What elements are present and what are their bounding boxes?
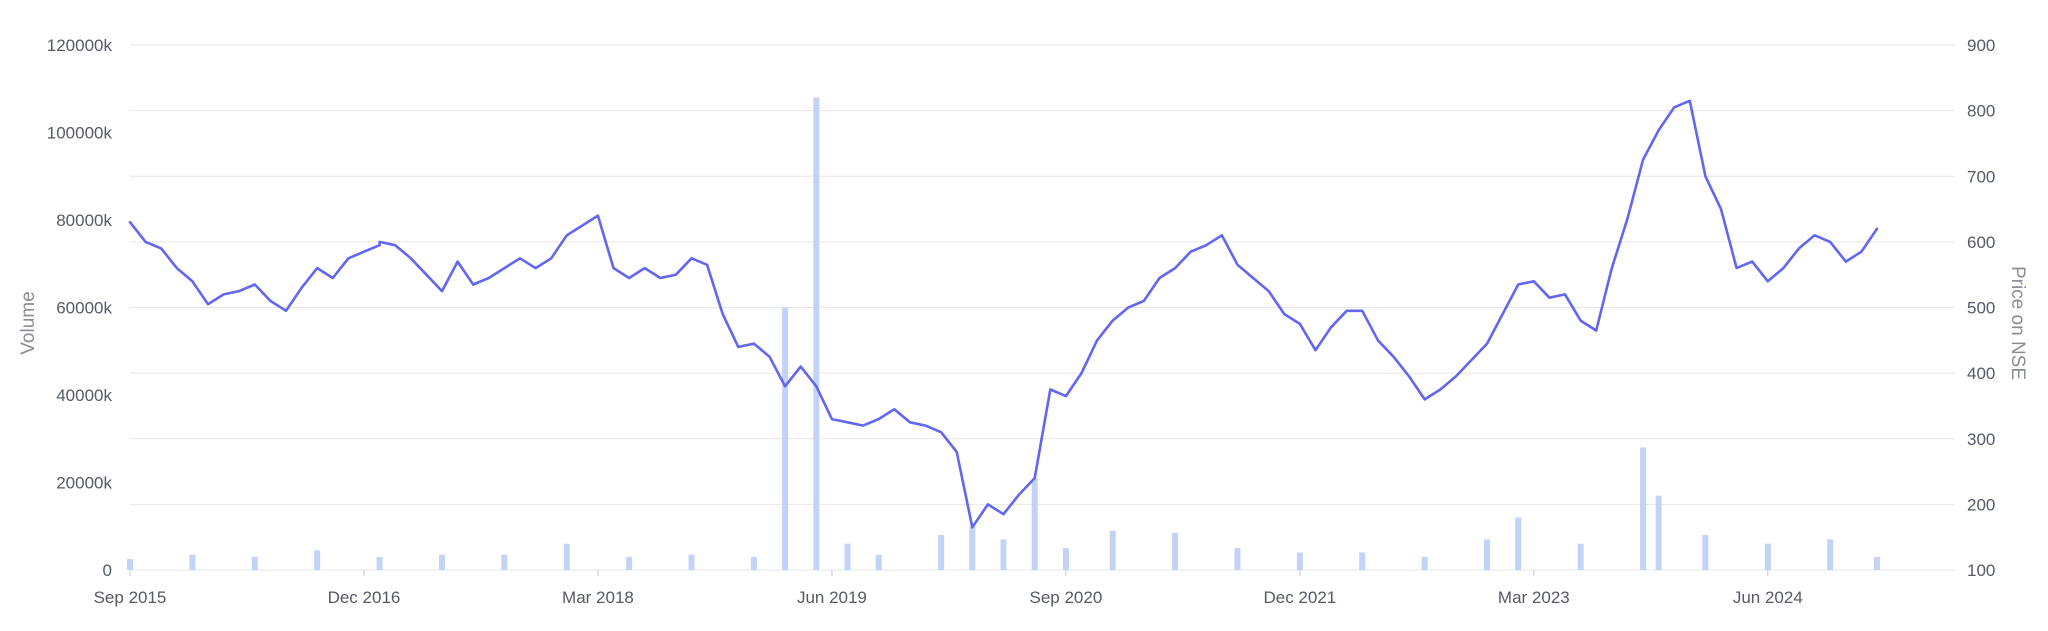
right-axis-title: Price on NSE bbox=[2007, 266, 2028, 380]
x-tick-label: Dec 2016 bbox=[328, 588, 401, 607]
x-tick-label: Sep 2020 bbox=[1029, 588, 1102, 607]
volume-bar bbox=[844, 543, 851, 570]
price-line bbox=[128, 99, 1879, 529]
volume-bar bbox=[127, 559, 133, 570]
volume-bar bbox=[1031, 478, 1038, 570]
volume-bar bbox=[376, 556, 383, 570]
x-tick-label: Mar 2018 bbox=[562, 588, 634, 607]
volume-bar bbox=[1109, 530, 1116, 570]
left-axis-title: Volume bbox=[18, 291, 39, 354]
left-tick-label: 0 bbox=[103, 561, 112, 580]
x-tick-label: Dec 2021 bbox=[1263, 588, 1336, 607]
volume-bar bbox=[1827, 539, 1834, 570]
right-tick-label: 800 bbox=[1967, 102, 1995, 121]
right-tick-label: 100 bbox=[1967, 561, 1995, 580]
right-tick-label: 200 bbox=[1967, 495, 1995, 514]
gridlines bbox=[130, 44, 1955, 571]
volume-bar bbox=[501, 554, 508, 570]
volume-bar bbox=[875, 554, 882, 570]
right-tick-label: 900 bbox=[1967, 36, 1995, 55]
volume-bar bbox=[813, 97, 820, 570]
left-tick-label: 80000k bbox=[56, 211, 112, 230]
volume-bar bbox=[1655, 495, 1662, 570]
volume-bar bbox=[189, 554, 196, 570]
right-tick-label: 700 bbox=[1967, 167, 1995, 186]
x-tick-label: Mar 2023 bbox=[1498, 588, 1570, 607]
right-tick-label: 300 bbox=[1967, 430, 1995, 449]
volume-bar bbox=[938, 535, 945, 570]
volume-bar bbox=[563, 543, 570, 570]
volume-bar bbox=[1172, 532, 1179, 570]
volume-bar bbox=[1764, 543, 1771, 570]
x-tick-label: Sep 2015 bbox=[94, 588, 167, 607]
price-layer bbox=[128, 99, 1879, 529]
right-tick-label: 400 bbox=[1967, 364, 1995, 383]
volume-bars bbox=[127, 97, 1881, 570]
volume-bar bbox=[314, 550, 321, 570]
volume-bar bbox=[782, 307, 789, 570]
left-tick-label: 60000k bbox=[56, 299, 112, 318]
volume-bar bbox=[1702, 535, 1709, 570]
x-tick-label: Jun 2024 bbox=[1733, 588, 1803, 607]
volume-bar bbox=[1234, 548, 1241, 570]
volume-bar bbox=[1359, 552, 1366, 570]
volume-bar bbox=[1640, 447, 1647, 570]
volume-bar bbox=[1421, 556, 1428, 570]
volume-bar bbox=[688, 554, 695, 570]
volume-bar bbox=[1484, 539, 1491, 570]
volume-bar bbox=[438, 554, 445, 570]
volume-bar bbox=[1577, 543, 1584, 570]
volume-bar bbox=[626, 556, 633, 570]
right-tick-label: 600 bbox=[1967, 233, 1995, 252]
volume-bar bbox=[750, 556, 757, 570]
axis-ticks: 0 20000k 40000k 60000k 80000k 100000k 120000k 1… bbox=[47, 36, 1996, 607]
volume-bar bbox=[969, 526, 976, 570]
left-tick-label: 20000k bbox=[56, 474, 112, 493]
volume-bar bbox=[251, 556, 258, 570]
x-tick-label: Jun 2019 bbox=[797, 588, 867, 607]
volume-bar bbox=[1515, 517, 1522, 570]
right-tick-label: 500 bbox=[1967, 299, 1995, 318]
left-tick-label: 100000k bbox=[47, 124, 113, 143]
volume-bar bbox=[1062, 548, 1069, 570]
left-tick-label: 120000k bbox=[47, 36, 113, 55]
volume-bar bbox=[1000, 539, 1007, 570]
left-tick-label: 40000k bbox=[56, 386, 112, 405]
volume-bar bbox=[1874, 556, 1881, 570]
volume-bar bbox=[1296, 552, 1303, 570]
